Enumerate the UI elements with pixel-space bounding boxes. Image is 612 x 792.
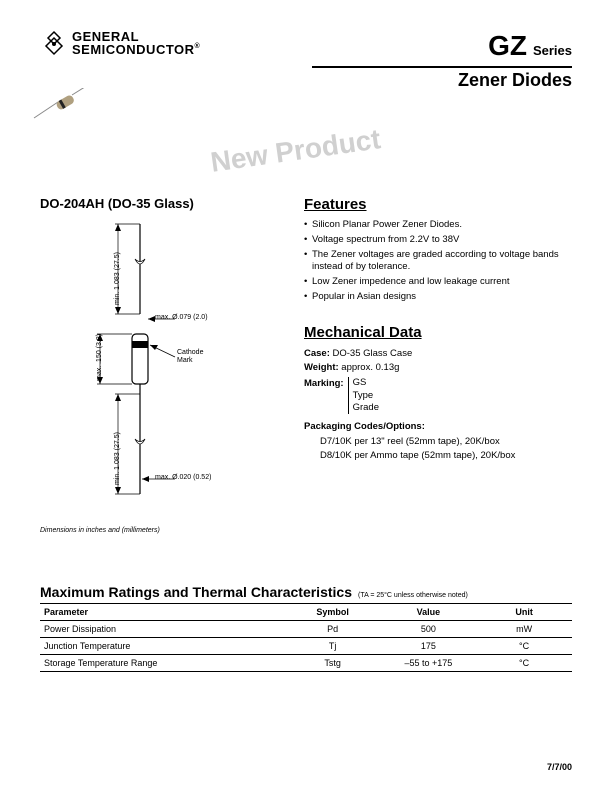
dim-lead-dia: max. Ø.020 (0.52) [155, 474, 211, 481]
feature-item: Voltage spectrum from 2.2V to 38V [304, 234, 572, 247]
ratings-section: Maximum Ratings and Thermal Characterist… [40, 584, 572, 672]
marking-values: GS Type Grade [348, 377, 379, 414]
marking-line: Grade [353, 402, 379, 414]
features-title: Features [304, 196, 572, 213]
company-logo: GENERAL SEMICONDUCTOR® [40, 30, 200, 60]
marking-line: Type [353, 390, 379, 402]
dimensions-note: Dimensions in inches and (millimeters) [40, 527, 280, 534]
dim-lead-length-bottom: min. 1.083 (27.5) [114, 432, 121, 485]
marking-line: GS [353, 377, 379, 389]
mechanical-body: Case: DO-35 Glass Case Weight: approx. 0… [304, 347, 572, 463]
table-row: Storage Temperature Range Tstg –55 to +1… [40, 655, 572, 672]
dim-body-length: max. .150 (3.8) [96, 334, 103, 381]
feature-item: Low Zener impedence and low leakage curr… [304, 276, 572, 289]
watermark-text: New Product [209, 123, 383, 179]
case-label: Case: [304, 348, 330, 359]
marking-label: Marking: [304, 377, 344, 391]
weight-value: approx. 0.13g [341, 362, 399, 373]
table-row: Junction Temperature Tj 175 °C [40, 638, 572, 655]
ratings-title: Maximum Ratings and Thermal Characterist… [40, 584, 352, 600]
case-value: DO-35 Glass Case [333, 348, 413, 359]
col-unit: Unit [476, 604, 572, 621]
package-column: DO-204AH (DO-35 Glass) [40, 196, 280, 534]
table-row: Power Dissipation Pd 500 mW [40, 621, 572, 638]
footer-date: 7/7/00 [547, 762, 572, 772]
series-code: GZ [488, 30, 527, 62]
packaging-codes: Packaging Codes/Options: D7/10K per 13" … [304, 420, 572, 463]
main-content: DO-204AH (DO-35 Glass) [40, 196, 572, 534]
logo-icon [40, 30, 68, 60]
packaging-label: Packaging Codes/Options: [304, 420, 572, 434]
header: GENERAL SEMICONDUCTOR® GZ Series Zener D… [40, 30, 572, 91]
info-column: Features Silicon Planar Power Zener Diod… [304, 196, 572, 534]
package-diagram: min. 1.083 (27.5) max. .150 (3.8) min. 1… [40, 219, 240, 509]
diode-photo-icon [30, 88, 100, 128]
weight-label: Weight: [304, 362, 339, 373]
series-label: Series [533, 43, 572, 58]
table-header-row: Parameter Symbol Value Unit [40, 604, 572, 621]
title-block: GZ Series Zener Diodes [312, 30, 572, 91]
packaging-row: D8/10K per Ammo tape (52mm tape), 20K/bo… [304, 449, 572, 463]
ratings-conditions: (TA = 25°C unless otherwise noted) [358, 592, 468, 599]
features-list: Silicon Planar Power Zener Diodes. Volta… [304, 219, 572, 304]
feature-item: Popular in Asian designs [304, 291, 572, 304]
feature-item: The Zener voltages are graded according … [304, 249, 572, 275]
dim-lead-length-top: min. 1.083 (27.5) [114, 252, 121, 305]
product-subtitle: Zener Diodes [312, 70, 572, 91]
packaging-row: D7/10K per 13" reel (52mm tape), 20K/box [304, 435, 572, 449]
mechanical-title: Mechanical Data [304, 324, 572, 341]
col-value: Value [380, 604, 476, 621]
logo-line2: SEMICONDUCTOR® [72, 43, 200, 56]
col-parameter: Parameter [40, 604, 285, 621]
feature-item: Silicon Planar Power Zener Diodes. [304, 219, 572, 232]
dim-body-dia: max. Ø.079 (2.0) [155, 314, 208, 321]
package-title: DO-204AH (DO-35 Glass) [40, 196, 280, 211]
ratings-table: Parameter Symbol Value Unit Power Dissip… [40, 604, 572, 672]
col-symbol: Symbol [285, 604, 381, 621]
cathode-mark-label: Cathode Mark [177, 349, 203, 366]
